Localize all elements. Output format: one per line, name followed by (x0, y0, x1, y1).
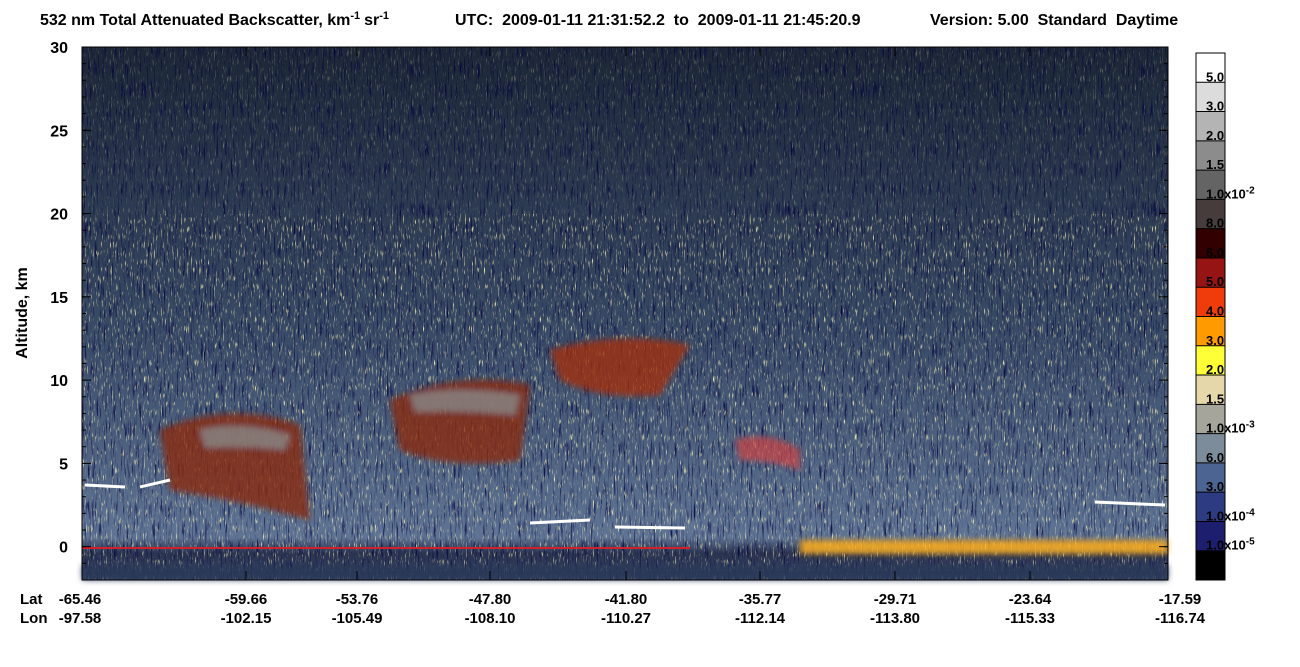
colorbar-label-exp: -4 (1246, 507, 1255, 518)
chart-title: 532 nm Total Attenuated Backscatter, km-… (40, 10, 389, 29)
x-tick-label: -29.71 (874, 591, 917, 608)
colorbar-swatch (1196, 316, 1225, 347)
colorbar-swatch (1196, 492, 1225, 522)
colorbar-label: 3.0 (1206, 333, 1224, 348)
colorbar-label-base: 1.0x10 (1206, 538, 1246, 553)
colorbar-label: 1.0x10-3 (1206, 420, 1255, 436)
colorbar-label-exp: -5 (1246, 537, 1255, 548)
colorbar-swatch (1196, 170, 1225, 200)
colorbar-label: 3.0 (1206, 479, 1224, 494)
colorbar-swatch (1196, 287, 1225, 317)
colorbar-swatch (1196, 199, 1225, 230)
y-tick-label: 10 (50, 373, 68, 390)
colorbar-swatch (1196, 433, 1225, 464)
colorbar-label: 5.0 (1206, 69, 1224, 84)
colorbar-label-exp: -3 (1246, 420, 1255, 431)
x-tick-label: -97.58 (59, 610, 102, 627)
y-tick-label: 30 (50, 40, 68, 57)
x-tick-label: -23.64 (1009, 591, 1052, 608)
x-tick-label: -116.74 (1155, 610, 1206, 627)
colorbar-label: 1.0x10-5 (1206, 537, 1255, 553)
x-row-label: Lon (20, 610, 48, 627)
colorbar-label-base: 1.0x10 (1206, 421, 1246, 436)
colorbar-swatch (1196, 228, 1225, 259)
x-tick-label: -65.46 (59, 591, 102, 608)
x-tick-label: -41.80 (605, 591, 648, 608)
colorbar-swatch (1196, 375, 1225, 405)
y-tick-label: 15 (50, 290, 68, 307)
colorbar-label: 8.0 (1206, 216, 1224, 231)
y-tick-label: 20 (50, 207, 68, 224)
colorbar-label: 6.0 (1206, 450, 1224, 465)
x-tick-label: -17.59 (1159, 591, 1202, 608)
colorbar-label: 2.0 (1206, 362, 1224, 377)
x-tick-label: -47.80 (469, 591, 512, 608)
colorbar-label-base: 1.0x10 (1206, 508, 1246, 523)
colorbar-swatch (1196, 111, 1225, 142)
x-tick-label: -105.49 (332, 610, 383, 627)
colorbar-label-base: 1.0x10 (1206, 186, 1246, 201)
colorbar-label-base: 3.0 (1206, 333, 1224, 348)
x-tick-label: -112.14 (735, 610, 786, 627)
x-tick-label: -59.66 (225, 591, 268, 608)
x-row-label: Lat (20, 591, 43, 608)
colorbar-swatch (1196, 462, 1225, 493)
x-tick-label: -102.15 (221, 610, 272, 627)
colorbar-label-base: 5.0 (1206, 69, 1224, 84)
colorbar-label-base: 3.0 (1206, 99, 1224, 114)
colorbar-label-exp: -2 (1246, 185, 1255, 196)
y-tick-label: 0 (59, 540, 68, 557)
y-tick-label: 25 (50, 123, 68, 140)
y-tick-label: 5 (59, 456, 68, 473)
colorbar-label-base: 6.0 (1206, 245, 1224, 260)
x-tick-label: -110.27 (601, 610, 651, 627)
x-tick-label: -53.76 (336, 591, 379, 608)
title-exponent: -1 (379, 10, 389, 22)
x-tick-label: -35.77 (739, 591, 782, 608)
colorbar-label-base: 4.0 (1206, 304, 1224, 319)
y-axis-label: Altitude, km (14, 267, 31, 359)
colorbar-label-base: 5.0 (1206, 274, 1224, 289)
colorbar-label: 6.0 (1206, 245, 1224, 260)
title-text: 532 nm Total Attenuated Backscatter, km (40, 12, 350, 29)
backscatter-image (82, 47, 1168, 580)
colorbar-label: 4.0 (1206, 304, 1224, 319)
colorbar-label-base: 8.0 (1206, 216, 1224, 231)
x-tick-label: -108.10 (465, 610, 516, 627)
x-tick-label: -115.33 (1005, 610, 1055, 627)
colorbar-label: 1.5 (1206, 391, 1224, 406)
colorbar-label-base: 1.5 (1206, 391, 1224, 406)
utc-range: UTC: 2009-01-11 21:31:52.2 to 2009-01-11… (455, 12, 861, 29)
colorbar-label-base: 3.0 (1206, 479, 1224, 494)
title-exponent: -1 (350, 10, 360, 22)
colorbar-swatch (1196, 53, 1225, 83)
colorbar-label: 5.0 (1206, 274, 1224, 289)
title-text: sr (364, 12, 379, 29)
colorbar-label-base: 2.0 (1206, 128, 1224, 143)
colorbar-label-base: 2.0 (1206, 362, 1224, 377)
colorbar-label: 1.0x10-2 (1206, 185, 1255, 201)
colorbar-swatch (1196, 257, 1225, 288)
colorbar-label-base: 6.0 (1206, 450, 1224, 465)
colorbar-swatch (1196, 550, 1225, 581)
x-tick-label: -113.80 (870, 610, 920, 627)
colorbar-label: 2.0 (1206, 128, 1224, 143)
colorbar-label-base: 1.5 (1206, 157, 1224, 172)
colorbar-swatch (1196, 404, 1225, 435)
version: Version: 5.00 Standard Daytime (930, 12, 1178, 29)
colorbar-label: 1.5 (1206, 157, 1224, 172)
colorbar-swatch (1196, 140, 1225, 171)
colorbar-label: 3.0 (1206, 99, 1224, 114)
colorbar-swatch (1196, 82, 1225, 113)
colorbar-swatch (1196, 521, 1225, 552)
colorbar-label: 1.0x10-4 (1206, 507, 1255, 523)
colorbar-swatch (1196, 345, 1225, 376)
